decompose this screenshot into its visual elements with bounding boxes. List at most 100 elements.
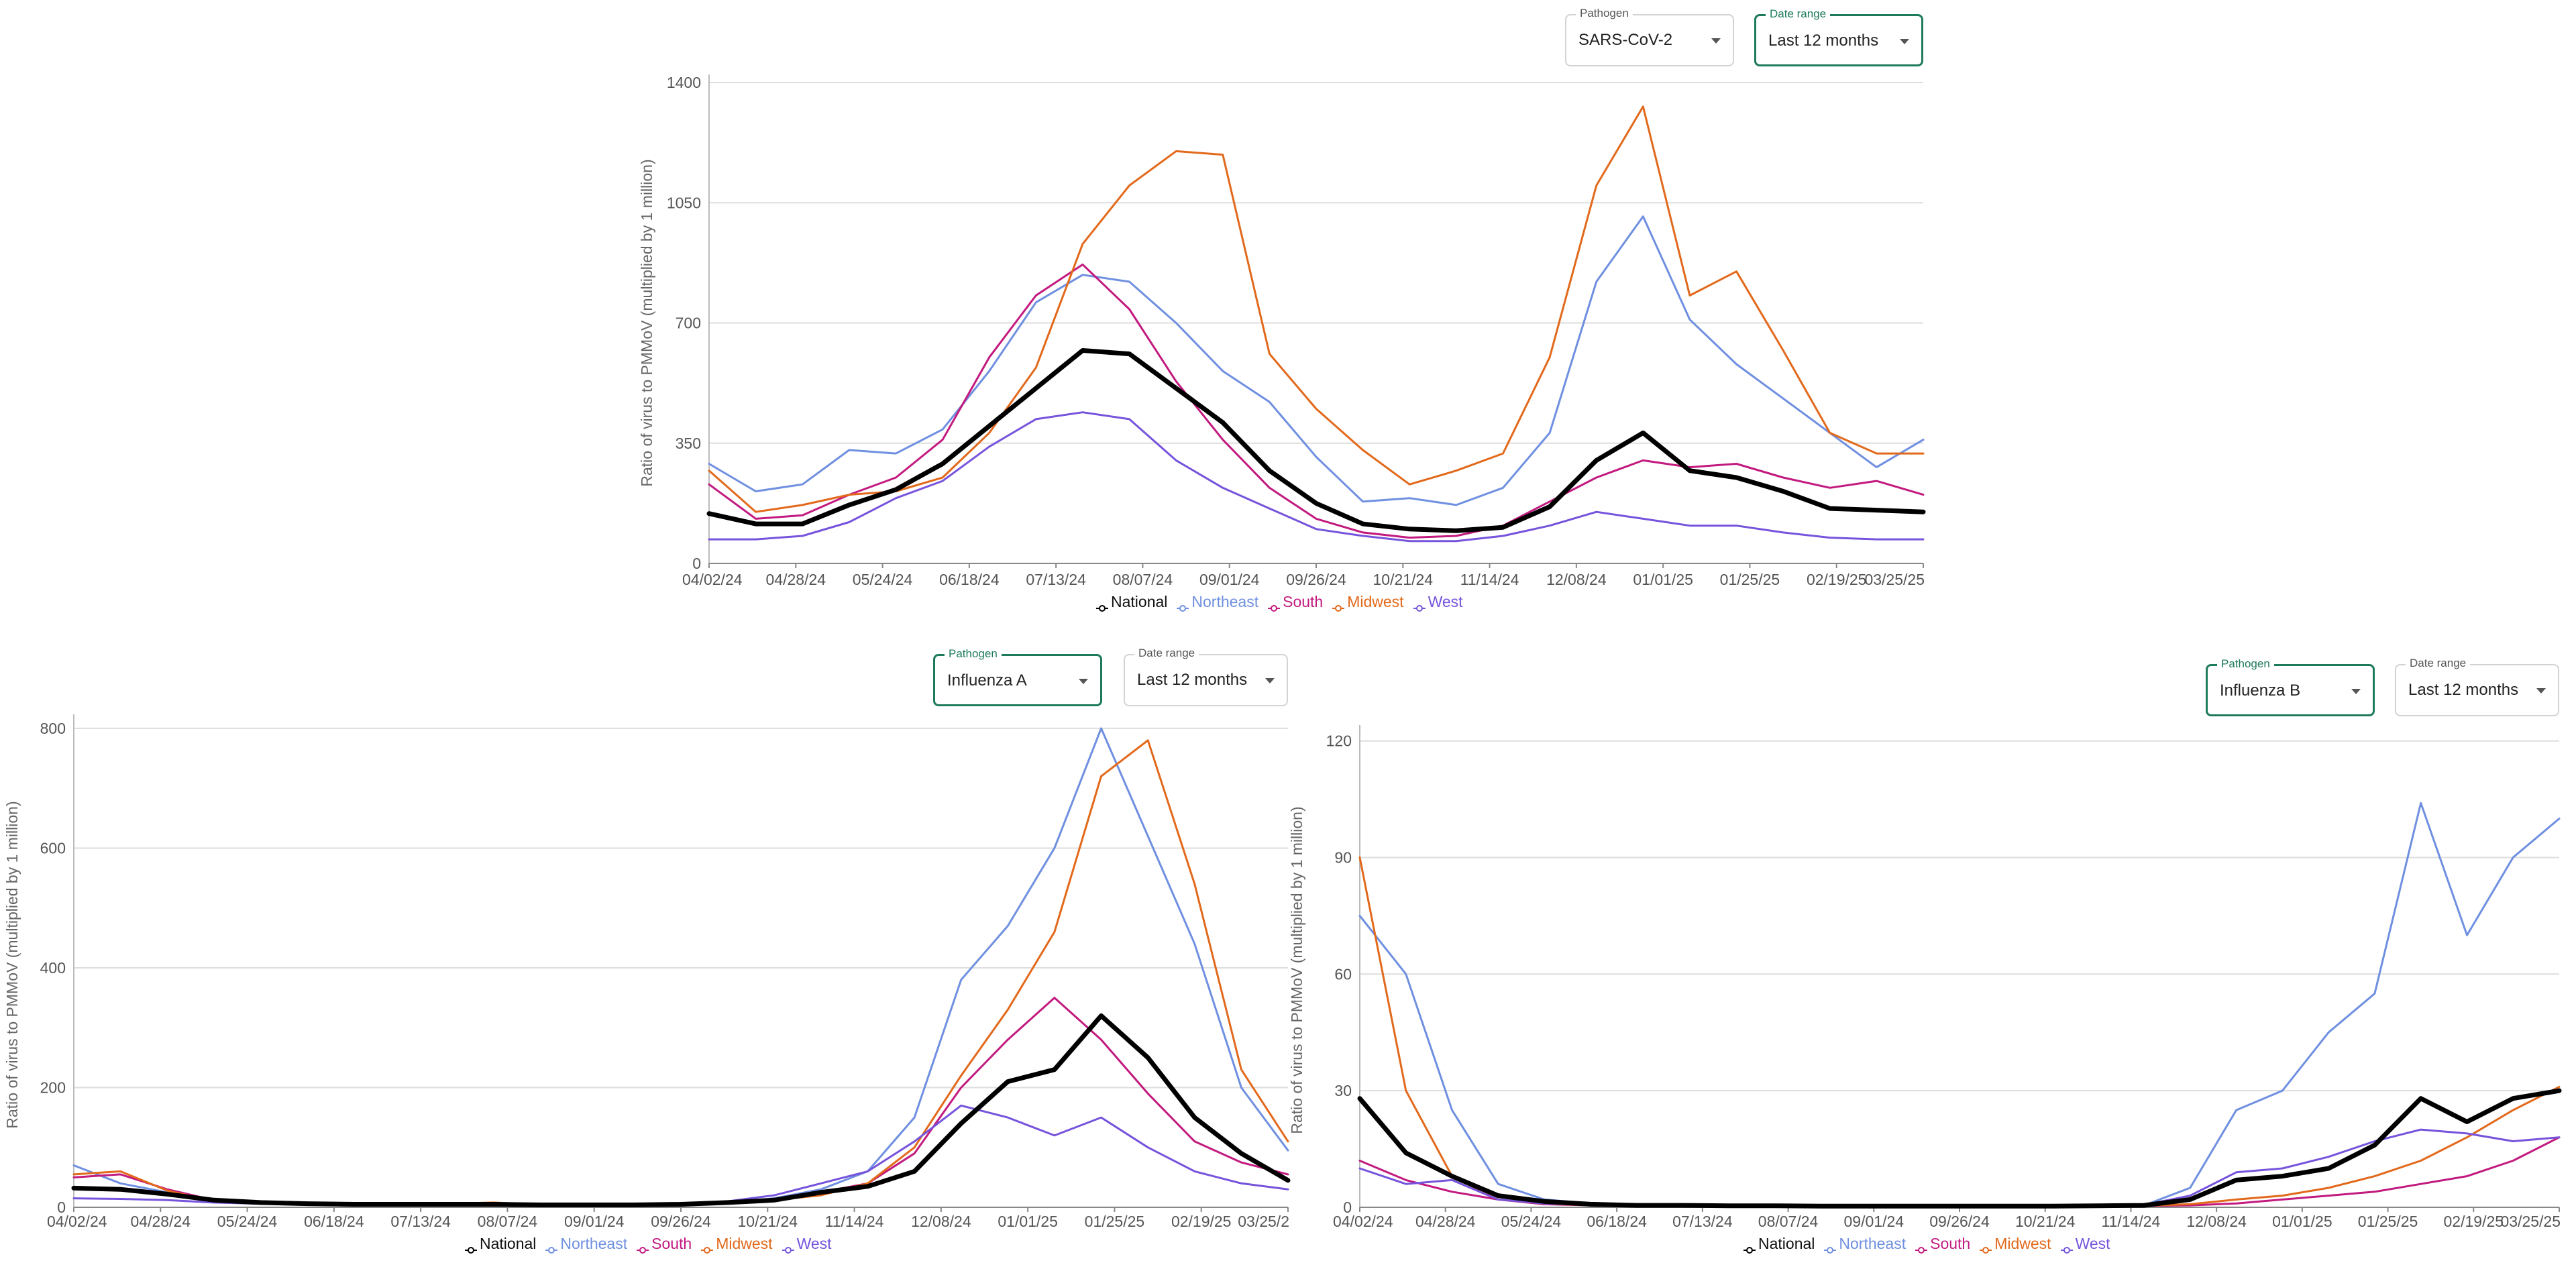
legend-marker-icon [1177, 598, 1189, 612]
legend-marker-icon [1743, 1240, 1756, 1254]
y-tick-label: 90 [1334, 848, 1352, 866]
pathogen-select[interactable]: Pathogen Influenza B [2206, 657, 2375, 716]
legend-label: South [1283, 593, 1324, 610]
y-tick-label: 0 [692, 555, 701, 572]
series-line-national [706, 348, 1926, 533]
y-tick-label: 700 [676, 315, 701, 332]
x-tick-label: 04/02/24 [682, 571, 743, 588]
x-tick-label: 01/01/25 [1633, 571, 1693, 588]
chevron-down-icon [1265, 678, 1275, 683]
date-range-select[interactable]: Date range Last 12 months [1754, 7, 1923, 66]
legend-label: National [1111, 593, 1168, 610]
series-line-national [1357, 1088, 2562, 1209]
x-tick-label: 04/02/24 [47, 1213, 107, 1230]
legend-marker-icon [545, 1240, 558, 1254]
legend-item-midwest[interactable]: Midwest [1980, 1235, 2051, 1254]
date-range-select[interactable]: Date range Last 12 months [1124, 647, 1288, 706]
x-tick-label: 08/07/24 [1758, 1213, 1819, 1230]
series-line-south [1358, 1136, 2561, 1207]
y-tick-label: 1050 [667, 194, 701, 211]
legend-item-south[interactable]: South [1915, 1235, 1971, 1254]
x-tick-label: 05/24/24 [853, 571, 913, 588]
legend-label: National [480, 1235, 537, 1252]
date-range-select-label: Date range [1766, 7, 1831, 21]
series-line-northeast [1358, 802, 2561, 1207]
x-tick-label: 03/25/25 [2500, 1213, 2561, 1230]
x-tick-label: 09/01/24 [1199, 571, 1260, 588]
x-tick-label: 01/25/25 [2358, 1213, 2418, 1230]
y-axis-label: Ratio of virus to PMMoV (multiplied by 1… [3, 801, 21, 1128]
legend-item-west[interactable]: West [2060, 1235, 2110, 1254]
legend-marker-icon [465, 1240, 477, 1254]
legend-label: Northeast [560, 1235, 628, 1252]
date-range-select-value: Last 12 months [2408, 681, 2519, 699]
x-tick-label: 01/25/25 [1720, 571, 1780, 588]
x-tick-label: 01/25/25 [1085, 1213, 1145, 1230]
x-tick-label: 09/01/24 [564, 1213, 625, 1230]
x-tick-label: 06/18/24 [1587, 1213, 1647, 1230]
legend-item-northeast[interactable]: Northeast [545, 1235, 628, 1254]
legend-marker-icon [1980, 1240, 1992, 1254]
x-tick-label: 05/24/24 [217, 1213, 278, 1230]
legend-marker-icon [782, 1240, 794, 1254]
legend-item-west[interactable]: West [1413, 593, 1463, 612]
x-tick-label: 04/28/24 [131, 1213, 191, 1230]
x-tick-label: 04/02/24 [1333, 1213, 1393, 1230]
y-tick-label: 600 [40, 839, 66, 857]
legend-item-national[interactable]: National [1743, 1235, 1815, 1254]
pathogen-select[interactable]: Pathogen Influenza A [933, 647, 1102, 706]
legend-item-northeast[interactable]: Northeast [1824, 1235, 1906, 1254]
chevron-down-icon [2536, 688, 2546, 694]
date-range-select-label: Date range [1134, 647, 1199, 660]
y-axis-label: Ratio of virus to PMMoV (multiplied by 1… [638, 159, 655, 486]
legend-item-northeast[interactable]: Northeast [1177, 593, 1258, 612]
legend-item-south[interactable]: South [637, 1235, 692, 1254]
x-tick-label: 08/07/24 [1113, 571, 1173, 588]
x-tick-label: 04/28/24 [1415, 1213, 1476, 1230]
series-line-northeast [708, 215, 1925, 506]
sars-cov-2-legend: National Northeast South Midwest West [1096, 593, 1463, 612]
legend-item-west[interactable]: West [782, 1235, 832, 1254]
x-tick-label: 02/19/25 [1171, 1213, 1232, 1230]
x-tick-label: 12/08/24 [2186, 1213, 2247, 1230]
series-line-west [708, 411, 1925, 543]
series-line-national [71, 1013, 1291, 1207]
legend-item-national[interactable]: National [465, 1235, 537, 1254]
legend-label: West [796, 1235, 832, 1252]
x-tick-label: 08/07/24 [478, 1213, 538, 1230]
x-tick-label: 07/13/24 [1672, 1213, 1733, 1230]
legend-label: National [1758, 1235, 1815, 1252]
legend-marker-icon [701, 1240, 714, 1254]
x-tick-label: 12/08/24 [1546, 571, 1607, 588]
x-tick-label: 10/21/24 [2015, 1213, 2076, 1230]
y-tick-label: 0 [57, 1199, 66, 1216]
date-range-select[interactable]: Date range Last 12 months [2395, 657, 2559, 716]
pathogen-select-label: Pathogen [2217, 657, 2274, 671]
legend-label: South [1930, 1235, 1971, 1252]
series-line-midwest [708, 105, 1925, 513]
x-tick-label: 03/25/25 [1864, 571, 1925, 588]
y-tick-label: 30 [1334, 1082, 1352, 1099]
x-tick-label: 11/14/24 [1460, 571, 1519, 588]
legend-item-national[interactable]: National [1096, 593, 1168, 612]
legend-item-midwest[interactable]: Midwest [701, 1235, 773, 1254]
legend-marker-icon [1915, 1240, 1928, 1254]
x-tick-label: 06/18/24 [939, 571, 1000, 588]
pathogen-select[interactable]: Pathogen SARS-CoV-2 [1565, 7, 1734, 66]
legend-label: Midwest [1347, 593, 1404, 610]
legend-item-midwest[interactable]: Midwest [1332, 593, 1404, 612]
y-tick-label: 1400 [667, 74, 701, 91]
x-tick-label: 02/19/25 [2444, 1213, 2504, 1230]
influenza-b-legend: National Northeast South Midwest West [1743, 1235, 2110, 1254]
y-tick-label: 800 [40, 720, 66, 737]
legend-item-south[interactable]: South [1268, 593, 1324, 612]
x-tick-label: 11/14/24 [825, 1213, 884, 1230]
x-tick-label: 04/28/24 [766, 571, 826, 588]
x-tick-label: 11/14/24 [2102, 1213, 2161, 1230]
chevron-down-icon [1900, 39, 1909, 44]
x-tick-label: 07/13/24 [390, 1213, 451, 1230]
x-tick-label: 01/01/25 [2272, 1213, 2332, 1230]
y-tick-label: 200 [40, 1079, 66, 1096]
